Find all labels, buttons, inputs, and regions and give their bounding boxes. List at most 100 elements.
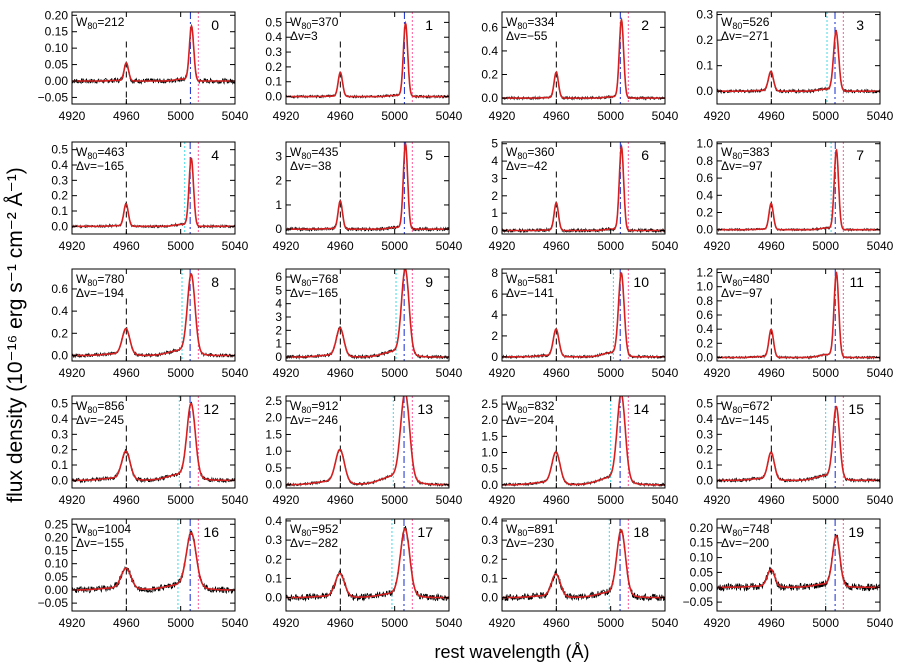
w80-subscript: 80 [87, 278, 97, 288]
w80-subscript: 80 [732, 278, 742, 288]
delta-v-annotation: Δv=−282 [290, 536, 338, 550]
w80-value: =748 [742, 522, 769, 536]
panel-frame [71, 141, 236, 235]
w80-subscript: 80 [517, 278, 527, 288]
y-tick-label: −0.05 [38, 90, 69, 104]
x-tick-label: 4960 [758, 239, 785, 253]
data-series-line [72, 25, 235, 85]
w80-subscript: 80 [301, 278, 311, 288]
x-tick-label: 5040 [867, 109, 894, 123]
x-tick-label: 5040 [222, 239, 249, 253]
panel-number: 13 [417, 401, 433, 417]
panel-frame [501, 11, 666, 105]
x-tick-label: 5000 [381, 239, 408, 253]
x-tick-label: 5040 [652, 493, 679, 507]
y-tick-label: 0.0 [51, 219, 68, 233]
x-tick-label: 5040 [436, 109, 463, 123]
w80-value: =435 [311, 145, 338, 159]
panel-number: 5 [425, 147, 433, 163]
x-tick-label: 5000 [812, 366, 839, 380]
y-tick-label: 0.0 [265, 591, 282, 605]
panel-frame [716, 141, 881, 235]
panel-frame [501, 518, 666, 612]
series-group [286, 269, 449, 361]
delta-v-annotation: Δv=−271 [721, 29, 769, 43]
fit-series-line [72, 531, 235, 591]
w80-value: =856 [97, 399, 124, 413]
w80-value: =463 [97, 145, 124, 159]
delta-v-annotation: Δv=−165 [76, 159, 124, 173]
x-tick-label: 4960 [113, 616, 140, 630]
panel-frame [716, 518, 881, 612]
w80-subscript: 80 [301, 528, 311, 538]
y-tick-label: 0.5 [265, 15, 282, 29]
y-tick-label: 4 [491, 154, 498, 168]
y-tick-label: 4 [275, 297, 282, 311]
y-tick-label: 0.5 [265, 461, 282, 475]
x-tick-label: 5000 [597, 239, 624, 253]
fit-series-line [502, 396, 665, 486]
panel-frame [285, 395, 450, 489]
y-tick-label: 0.3 [265, 533, 282, 547]
y-tick-label: 4 [491, 308, 498, 322]
delta-v-annotation: Δv=−204 [506, 413, 554, 427]
y-tick-label: 0.6 [51, 282, 68, 296]
fit-series-line [286, 269, 449, 358]
y-tick-label: 1 [275, 198, 282, 212]
w80-value: =672 [742, 399, 769, 413]
y-tick-label: 0.10 [45, 557, 69, 571]
panel-number: 18 [633, 524, 649, 540]
series-group [717, 396, 880, 488]
y-tick-label: 0.05 [45, 58, 69, 72]
x-tick-label: 4920 [59, 109, 86, 123]
y-tick-label: 0.2 [481, 552, 498, 566]
x-tick-label: 5000 [167, 616, 194, 630]
fit-series-line [286, 142, 449, 230]
w80-value: =212 [97, 15, 124, 29]
y-tick-label: 0.00 [45, 583, 69, 597]
x-tick-label: 5000 [381, 616, 408, 630]
panel-19: 4920 4960 5000 5040 −0.050.000.050.100.150.2… [683, 518, 894, 630]
x-tick-label: 4960 [113, 239, 140, 253]
w80-value: =780 [97, 272, 124, 286]
delta-v-annotation: Δv=−155 [76, 536, 124, 550]
x-tick-label: 5040 [436, 493, 463, 507]
x-tick-label: 4960 [758, 616, 785, 630]
y-tick-label: 0.6 [696, 171, 713, 185]
panel-number: 9 [425, 274, 433, 290]
y-tick-label: 0.2 [51, 326, 68, 340]
y-tick-label: 0.0 [696, 350, 713, 364]
panel-frame [501, 141, 666, 235]
w80-value: =952 [311, 522, 338, 536]
w80-subscript: 80 [517, 528, 527, 538]
x-tick-label: 4920 [704, 616, 731, 630]
y-tick-label: 0 [491, 224, 498, 238]
series-group [286, 12, 449, 104]
panel-8: 4920 4960 5000 50400.00.20.40.6W80=780Δv=−1… [51, 268, 249, 380]
series-group [72, 519, 235, 611]
delta-v-annotation: Δv=−42 [506, 159, 548, 173]
series-group [286, 519, 449, 611]
y-tick-label: 3 [275, 150, 282, 164]
y-tick-label: 6 [275, 270, 282, 284]
y-tick-label: 3 [275, 310, 282, 324]
y-tick-label: 2.5 [481, 397, 498, 411]
x-tick-label: 5000 [812, 616, 839, 630]
y-tick-label: 1.0 [696, 137, 713, 151]
fit-series-line [286, 527, 449, 599]
y-tick-label: 0.5 [481, 462, 498, 476]
x-tick-label: 4920 [59, 616, 86, 630]
x-tick-label: 4920 [273, 109, 300, 123]
x-tick-label: 5000 [597, 616, 624, 630]
x-tick-label: 5040 [652, 239, 679, 253]
x-tick-label: 4920 [273, 616, 300, 630]
x-tick-label: 4920 [704, 366, 731, 380]
w80-subscript: 80 [301, 405, 311, 415]
series-group [286, 142, 449, 234]
x-tick-label: 5040 [867, 616, 894, 630]
y-tick-label: 0.2 [265, 60, 282, 74]
panel-frame [285, 11, 450, 105]
